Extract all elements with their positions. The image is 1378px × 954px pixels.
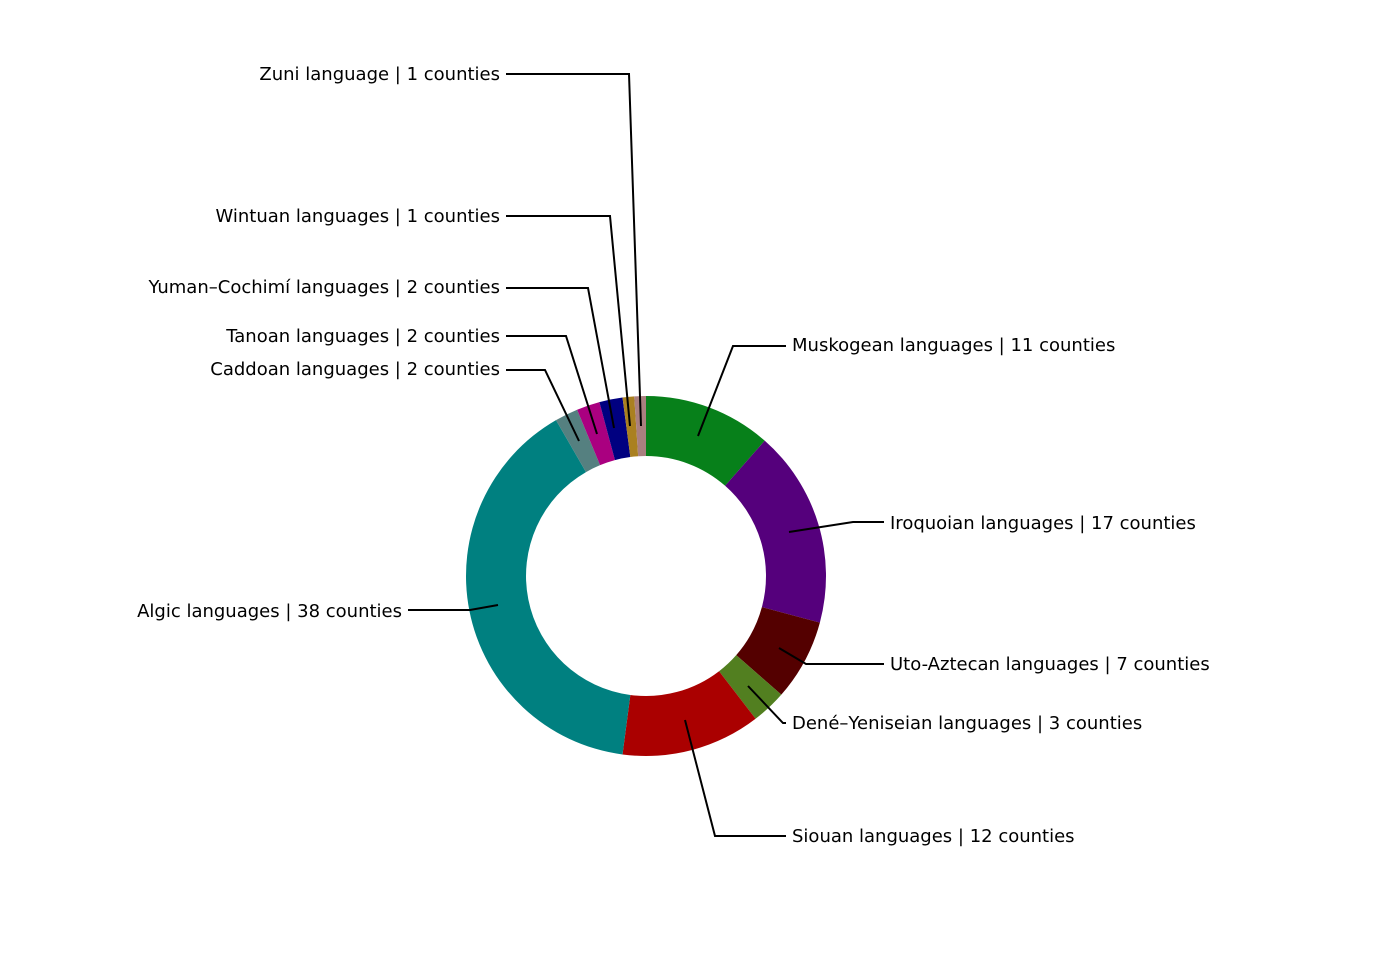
slice-label-siouan-languages: Siouan languages | 12 counties <box>792 826 1075 847</box>
slice-iroquoian-languages[interactable] <box>725 440 827 623</box>
leader-line-algic-languages <box>408 604 499 611</box>
leader-lines-group <box>408 73 884 837</box>
slice-algic-languages[interactable] <box>466 420 631 755</box>
leader-line-siouan-languages <box>684 719 786 837</box>
slice-siouan-languages[interactable] <box>622 671 756 756</box>
leader-line-yuman-cochimi-languages <box>506 287 615 429</box>
leader-line-muskogean-languages <box>697 345 786 437</box>
leader-line-caddoan-languages <box>506 369 580 442</box>
slice-wintuan-languages[interactable] <box>622 396 639 458</box>
slice-uto-aztecan-languages[interactable] <box>736 607 820 695</box>
slice-label-muskogean-languages: Muskogean languages | 11 counties <box>792 335 1115 356</box>
slice-label-tanoan-languages: Tanoan languages | 2 counties <box>225 326 500 347</box>
slice-label-caddoan-languages: Caddoan languages | 2 counties <box>210 359 500 380</box>
slice-label-zuni-language: Zuni language | 1 counties <box>259 64 500 85</box>
leader-line-iroquoian-languages <box>788 521 884 533</box>
slice-label-iroquoian-languages: Iroquoian languages | 17 counties <box>890 513 1196 534</box>
labels-group: Muskogean languages | 11 counties Iroquoi… <box>137 64 1210 847</box>
slice-label-algic-languages: Algic languages | 38 counties <box>137 601 402 622</box>
slice-label-yuman-cochimi-languages: Yuman–Cochimí languages | 2 counties <box>147 277 500 298</box>
leader-line-dene-yeniseian-languages <box>747 685 786 724</box>
slice-label-dene-yeniseian-languages: Dené–Yeniseian languages | 3 counties <box>792 713 1142 734</box>
leader-line-tanoan-languages <box>506 335 598 435</box>
slice-label-uto-aztecan-languages: Uto-Aztecan languages | 7 counties <box>890 654 1210 675</box>
slice-yuman-cochimi-languages[interactable] <box>599 397 631 461</box>
leader-line-zuni-language <box>506 73 642 427</box>
slice-muskogean-languages[interactable] <box>646 396 765 486</box>
slices-group <box>466 396 827 756</box>
leader-line-uto-aztecan-languages <box>778 647 884 665</box>
slice-label-wintuan-languages: Wintuan languages | 1 counties <box>215 206 500 227</box>
slice-zuni-language[interactable] <box>634 396 646 457</box>
leader-line-wintuan-languages <box>506 215 631 427</box>
